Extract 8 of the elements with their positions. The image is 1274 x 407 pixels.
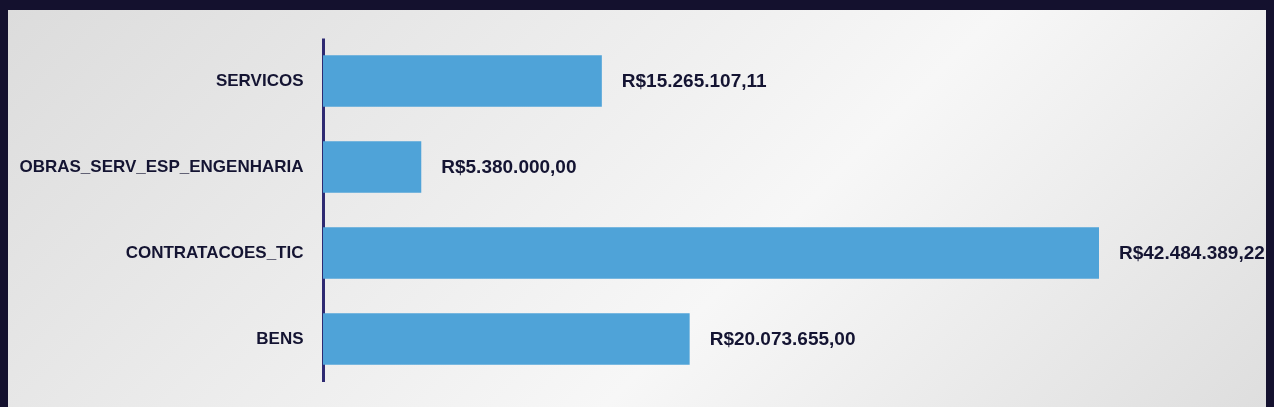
y-tick-label: OBRAS_SERV_ESP_ENGENHARIA [19, 157, 304, 176]
data-label: R$20.073.655,00 [709, 328, 856, 349]
y-tick-label: SERVICOS [215, 71, 304, 90]
data-label: R$5.380.000,00 [441, 156, 577, 177]
y-tick-label: CONTRATACOES_TIC [125, 243, 304, 262]
data-label: R$15.265.107,11 [621, 70, 767, 91]
y-tick-label: BENS [256, 329, 304, 348]
data-label: R$42.484.389,22 [1119, 242, 1265, 263]
